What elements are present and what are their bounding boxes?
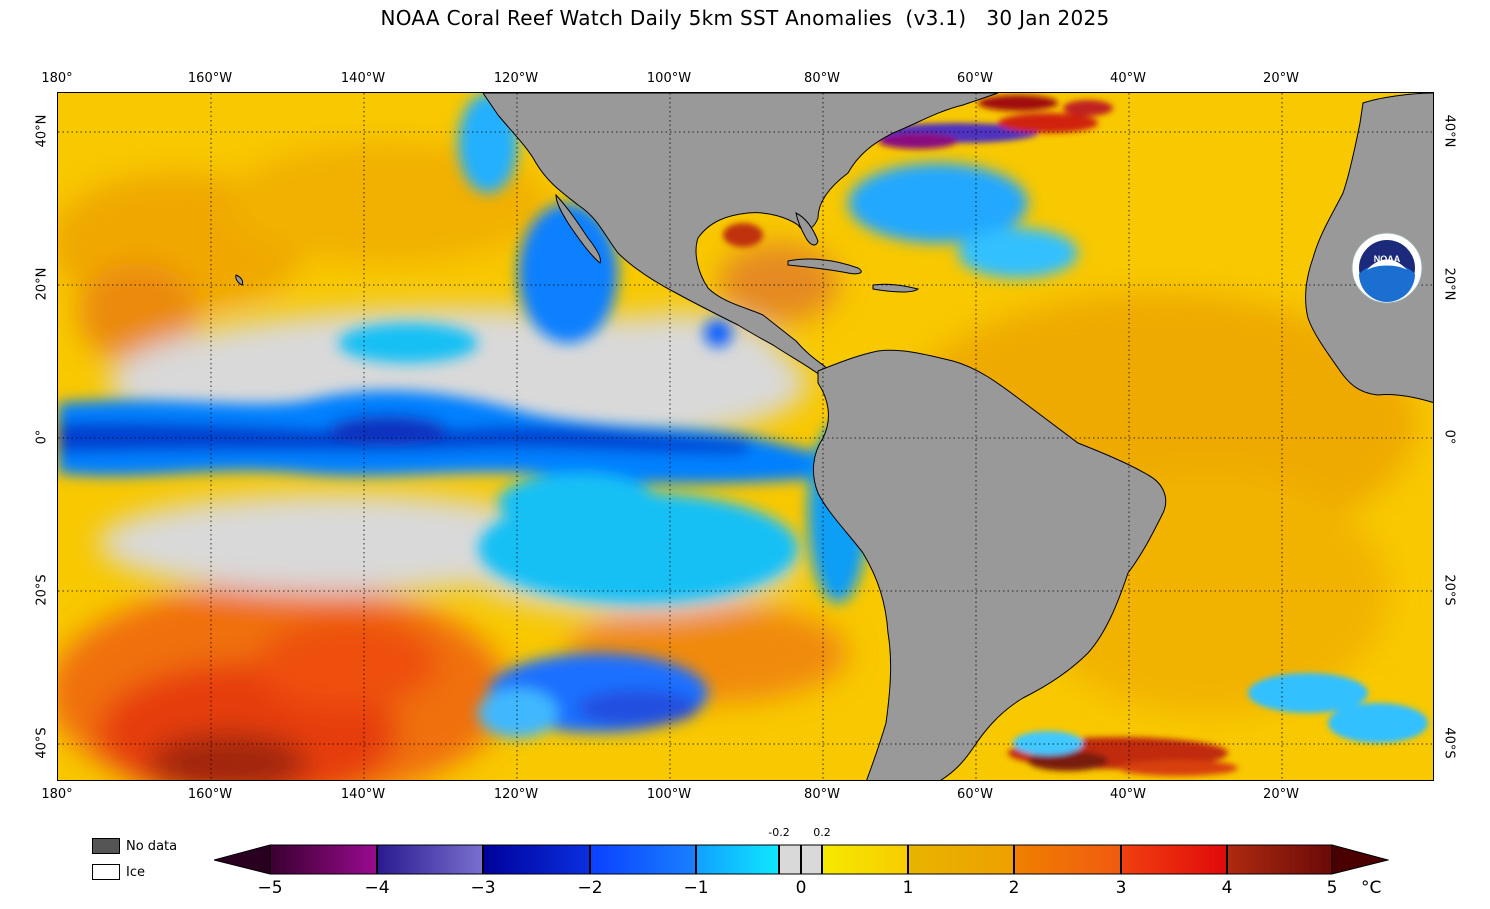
noaa-logo: NOAA [1351,232,1423,304]
lat-label-right: 40°N [1441,114,1457,148]
lon-label-top: 80°W [804,71,840,86]
lat-label-left: 40°S [34,727,50,759]
lon-label-bottom: 80°W [804,787,840,802]
lat-label-right: 20°S [1441,574,1457,606]
colorbar-small-label: -0.2 [768,826,790,839]
no-data-swatch [92,838,120,854]
lon-label-bottom: 120°W [493,787,539,802]
lon-label-top: 140°W [340,71,386,86]
baja-california [555,193,601,264]
cuba [787,258,862,275]
colorbar [212,844,1390,880]
lat-label-right: 0° [1441,429,1457,445]
no-data-label: No data [126,839,178,854]
logo-text: NOAA [1374,254,1401,264]
lat-label-right: 40°S [1441,727,1457,759]
lon-label-bottom: 20°W [1263,787,1299,802]
map-title: NOAA Coral Reef Watch Daily 5km SST Anom… [380,6,1110,30]
lon-label-top: 60°W [957,71,993,86]
lon-label-top: 120°W [493,71,539,86]
lon-label-top: 160°W [187,71,233,86]
sst-anomaly-map[interactable]: NOAA [57,92,1434,781]
lat-label-left: 20°N [34,267,50,301]
graticule [58,93,1433,780]
colorbar-tick: 3 [1115,878,1127,898]
colorbar-unit: °C [1361,878,1382,898]
lon-label-top: 180° [41,71,73,86]
ice-swatch [92,864,120,880]
hawaii [235,274,244,286]
colorbar-tick: 4 [1221,878,1233,898]
anomaly-field-detail [723,95,1428,776]
south-america [812,349,1167,780]
lon-label-bottom: 180° [41,787,73,802]
lon-label-top: 40°W [1110,71,1146,86]
colorbar-small-label: 0.2 [813,826,831,839]
ice-label: Ice [126,865,145,880]
lat-label-left: 0° [34,429,50,445]
colorbar-tick: −4 [364,878,390,898]
florida [795,212,819,246]
colorbar-tick: −1 [683,878,709,898]
lat-label-left: 20°S [34,574,50,606]
colorbar-tick: −5 [257,878,283,898]
lon-label-top: 20°W [1263,71,1299,86]
colorbar-tick: 0 [795,878,807,898]
lon-label-bottom: 140°W [340,787,386,802]
anomaly-field-cold [58,93,1078,738]
lon-label-bottom: 40°W [1110,787,1146,802]
lat-label-left: 40°N [34,114,50,148]
colorbar-tick: 2 [1008,878,1020,898]
north-america [482,93,999,378]
lon-label-bottom: 100°W [646,787,692,802]
colorbar-tick: −2 [577,878,603,898]
colorbar-tick: −3 [470,878,496,898]
lon-label-bottom: 60°W [957,787,993,802]
colorbar-tick: 1 [902,878,914,898]
hispaniola [872,283,920,293]
lon-label-top: 100°W [646,71,692,86]
lat-label-right: 20°N [1441,267,1457,301]
lon-label-bottom: 160°W [187,787,233,802]
colorbar-tick: 5 [1326,878,1338,898]
